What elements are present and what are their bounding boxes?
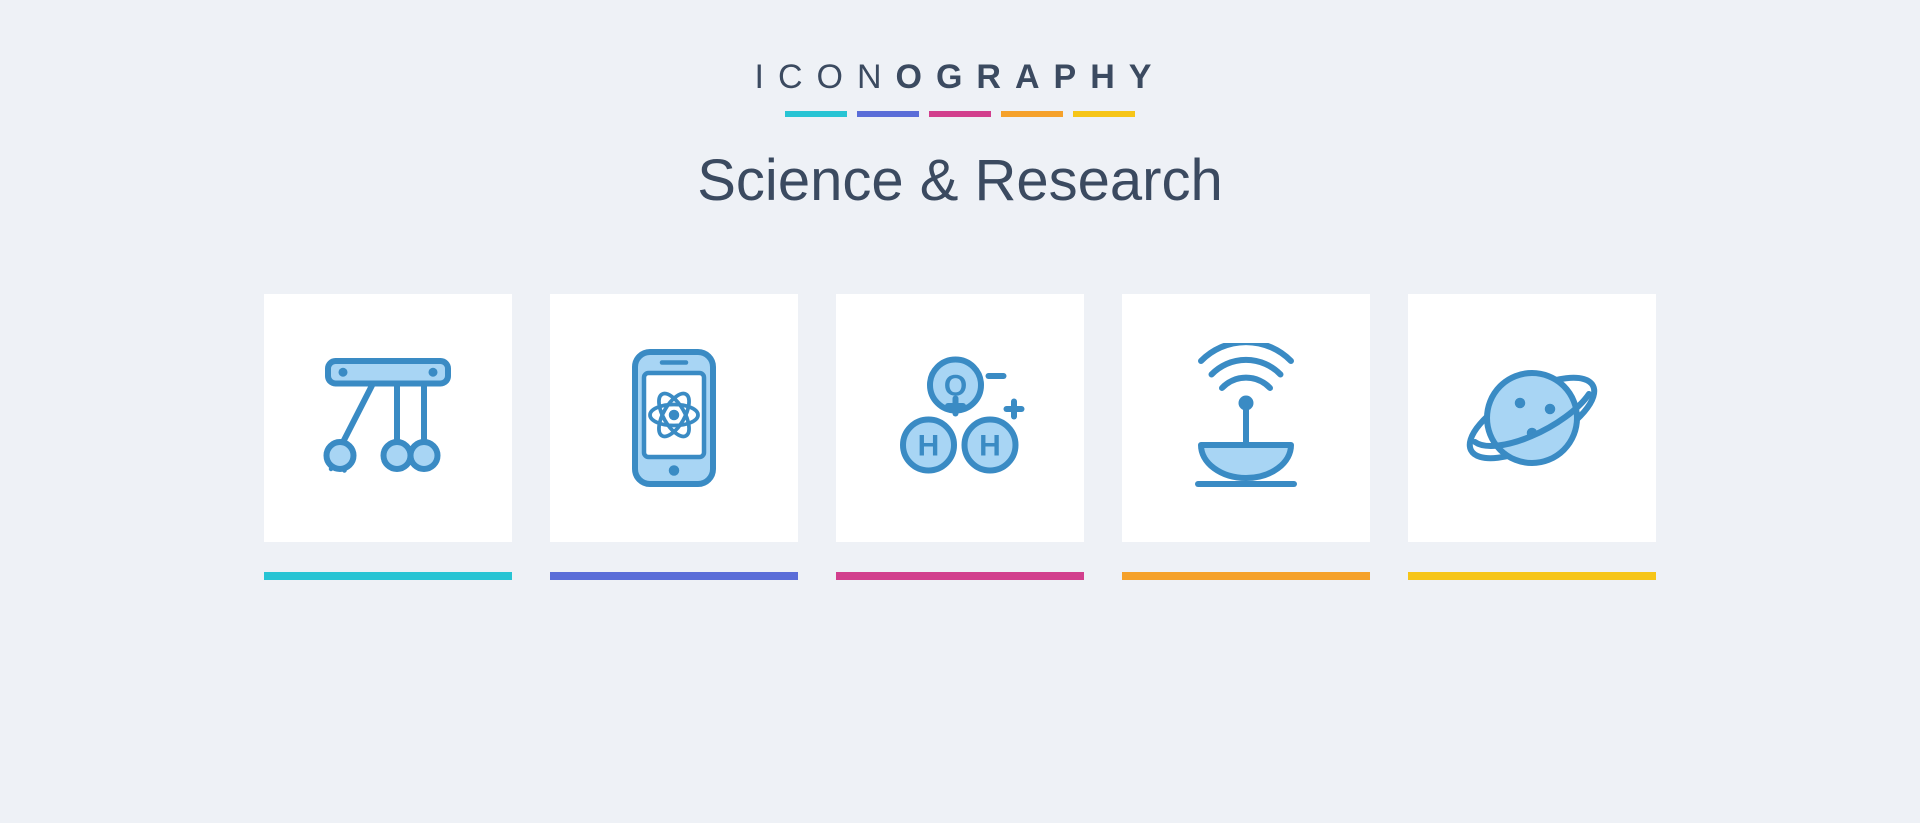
icon-tile: [1408, 294, 1656, 542]
icon-card-row: O H H: [264, 294, 1656, 580]
underline-segment: [929, 111, 991, 117]
underline-segment: [1001, 111, 1063, 117]
brand-bold: OGRAPHY: [896, 58, 1166, 96]
underline-segment: [857, 111, 919, 117]
header: ICONOGRAPHY Science & Research: [697, 58, 1222, 214]
mobile-atom-icon: [599, 343, 749, 493]
icon-tile: [264, 294, 512, 542]
icon-card: [264, 294, 512, 580]
icon-card: [1122, 294, 1370, 580]
underline-segment: [1073, 111, 1135, 117]
svg-text:H: H: [918, 430, 940, 463]
card-underline: [1122, 572, 1370, 580]
icon-card: [1408, 294, 1656, 580]
brand-underline-row: [697, 111, 1222, 117]
saturn-planet-icon: [1457, 343, 1607, 493]
icon-tile: O H H: [836, 294, 1084, 542]
brand-wordmark: ICONOGRAPHY: [697, 58, 1222, 97]
icon-card: O H H: [836, 294, 1084, 580]
brand-light: ICON: [755, 58, 896, 96]
icon-tile: [1122, 294, 1370, 542]
pack-title: Science & Research: [697, 147, 1222, 214]
newtons-cradle-icon: [313, 343, 463, 493]
card-underline: [264, 572, 512, 580]
h2o-molecule-icon: O H H: [885, 343, 1035, 493]
icon-card: [550, 294, 798, 580]
card-underline: [836, 572, 1084, 580]
icon-tile: [550, 294, 798, 542]
underline-segment: [785, 111, 847, 117]
card-underline: [550, 572, 798, 580]
satellite-dish-icon: [1171, 343, 1321, 493]
card-underline: [1408, 572, 1656, 580]
svg-text:H: H: [979, 430, 1001, 463]
